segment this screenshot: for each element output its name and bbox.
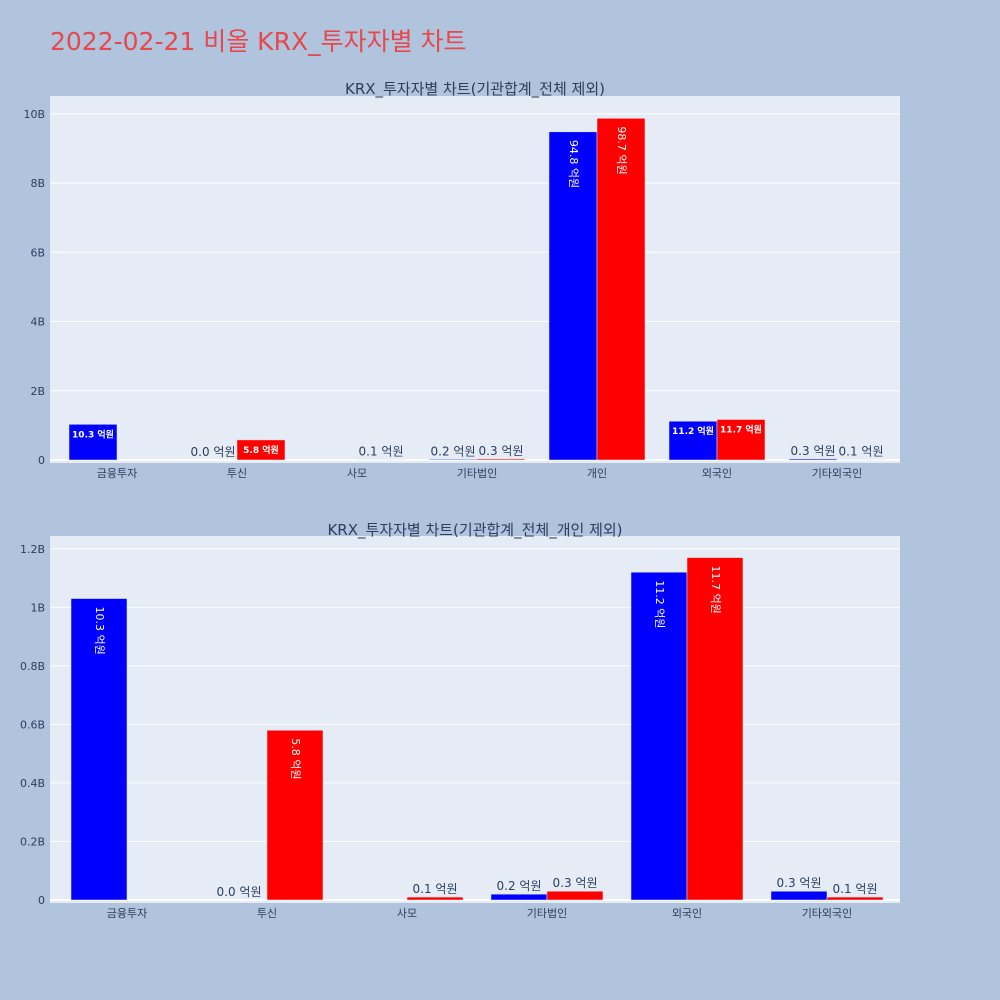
- plot-area: [50, 536, 900, 903]
- bar-red-5: [596, 118, 646, 461]
- bar-red-6: [826, 896, 884, 901]
- data-label: 10.3 억원: [93, 607, 106, 655]
- data-label: 11.7 억원: [720, 424, 762, 436]
- y-tick-label: 0: [38, 894, 45, 907]
- y-tick-label: 0.8B: [20, 660, 45, 673]
- y-tick-label: 0.4B: [20, 777, 45, 790]
- x-tick-label: 기타법인: [457, 467, 497, 480]
- data-label: 0.2 억원: [497, 879, 542, 893]
- bar-blue-5: [548, 131, 598, 461]
- bar-red-4: [546, 890, 604, 901]
- bar-blue-1: [68, 424, 118, 461]
- data-label: 5.8 억원: [289, 738, 302, 779]
- bar-red-2: [266, 729, 324, 901]
- x-tick-label: 외국인: [672, 907, 702, 920]
- x-tick-label: 금융투자: [107, 907, 147, 920]
- data-label: 5.8 억원: [243, 444, 279, 456]
- plot-area: [50, 96, 900, 463]
- chart-1: 0 2B 4B 6B 8B 10B KRX_투자자별 차트(기관합계_전체 제외) 금융투자 투…: [23, 80, 900, 480]
- x-tick-label: 사모: [397, 907, 417, 920]
- bar-red-2: [236, 439, 286, 461]
- x-tick-label: 기타외국인: [802, 907, 853, 920]
- x-tick-label: 외국인: [702, 467, 732, 480]
- bar-red-3: [406, 896, 464, 901]
- data-label: 0.3 억원: [479, 444, 524, 458]
- bar-red-4: [476, 458, 526, 461]
- x-tick-label: 투신: [227, 467, 247, 480]
- x-tick-label: 기타외국인: [812, 467, 863, 480]
- x-tick-label: 개인: [587, 467, 607, 480]
- data-label: 11.7 억원: [709, 566, 722, 614]
- data-label: 0.3 억원: [553, 876, 598, 890]
- x-tick-label: 투신: [257, 907, 277, 920]
- data-label: 0.1 억원: [839, 445, 884, 459]
- data-label: 0.0 억원: [217, 885, 262, 899]
- x-tick-label: 금융투자: [97, 467, 137, 480]
- data-label: 10.3 억원: [72, 428, 114, 440]
- chart-title: KRX_투자자별 차트(기관합계_전체_개인 제외): [327, 521, 622, 540]
- y-tick-label: 4B: [30, 316, 45, 329]
- y-tick-label: 0: [38, 454, 45, 467]
- data-label: 0.0 억원: [191, 445, 236, 459]
- data-label: 94.8 억원: [567, 140, 580, 188]
- bar-blue-4: [428, 459, 478, 461]
- data-label: 0.2 억원: [431, 444, 476, 458]
- data-label: 0.1 억원: [833, 882, 878, 896]
- y-tick-label: 1.2B: [20, 543, 45, 556]
- data-label: 11.2 억원: [653, 580, 666, 628]
- y-tick-label: 6B: [30, 246, 45, 259]
- y-tick-label: 10B: [23, 108, 45, 121]
- page-title: 2022-02-21 비올 KRX_투자자별 차트: [50, 27, 467, 56]
- bar-blue-7: [788, 458, 838, 461]
- chart-title: KRX_투자자별 차트(기관합계_전체 제외): [345, 80, 605, 99]
- y-tick-label: 0.2B: [20, 835, 45, 848]
- data-label: 0.3 억원: [777, 876, 822, 890]
- y-tick-label: 2B: [30, 385, 45, 398]
- data-label: 0.1 억원: [359, 445, 404, 459]
- bar-blue-5: [630, 571, 688, 901]
- bar-blue-1: [70, 598, 128, 901]
- bar-red-5: [686, 557, 744, 901]
- bar-blue-6: [770, 890, 828, 901]
- x-tick-label: 기타법인: [527, 907, 567, 920]
- y-tick-label: 0.6B: [20, 718, 45, 731]
- data-label: 11.2 억원: [672, 425, 714, 437]
- bar-blue-4: [490, 893, 548, 901]
- x-tick-label: 사모: [347, 467, 367, 480]
- bar-red-6: [716, 419, 766, 461]
- y-tick-label: 1B: [30, 601, 45, 614]
- data-label: 0.3 억원: [791, 444, 836, 458]
- data-label: 0.1 억원: [413, 882, 458, 896]
- data-label: 98.7 억원: [615, 126, 628, 174]
- y-tick-label: 8B: [30, 177, 45, 190]
- bar-blue-6: [668, 420, 718, 461]
- chart-2: 0 0.2B 0.4B 0.6B 0.8B 1B 1.2B KRX_투자자별 차트(기관합계_…: [20, 521, 900, 920]
